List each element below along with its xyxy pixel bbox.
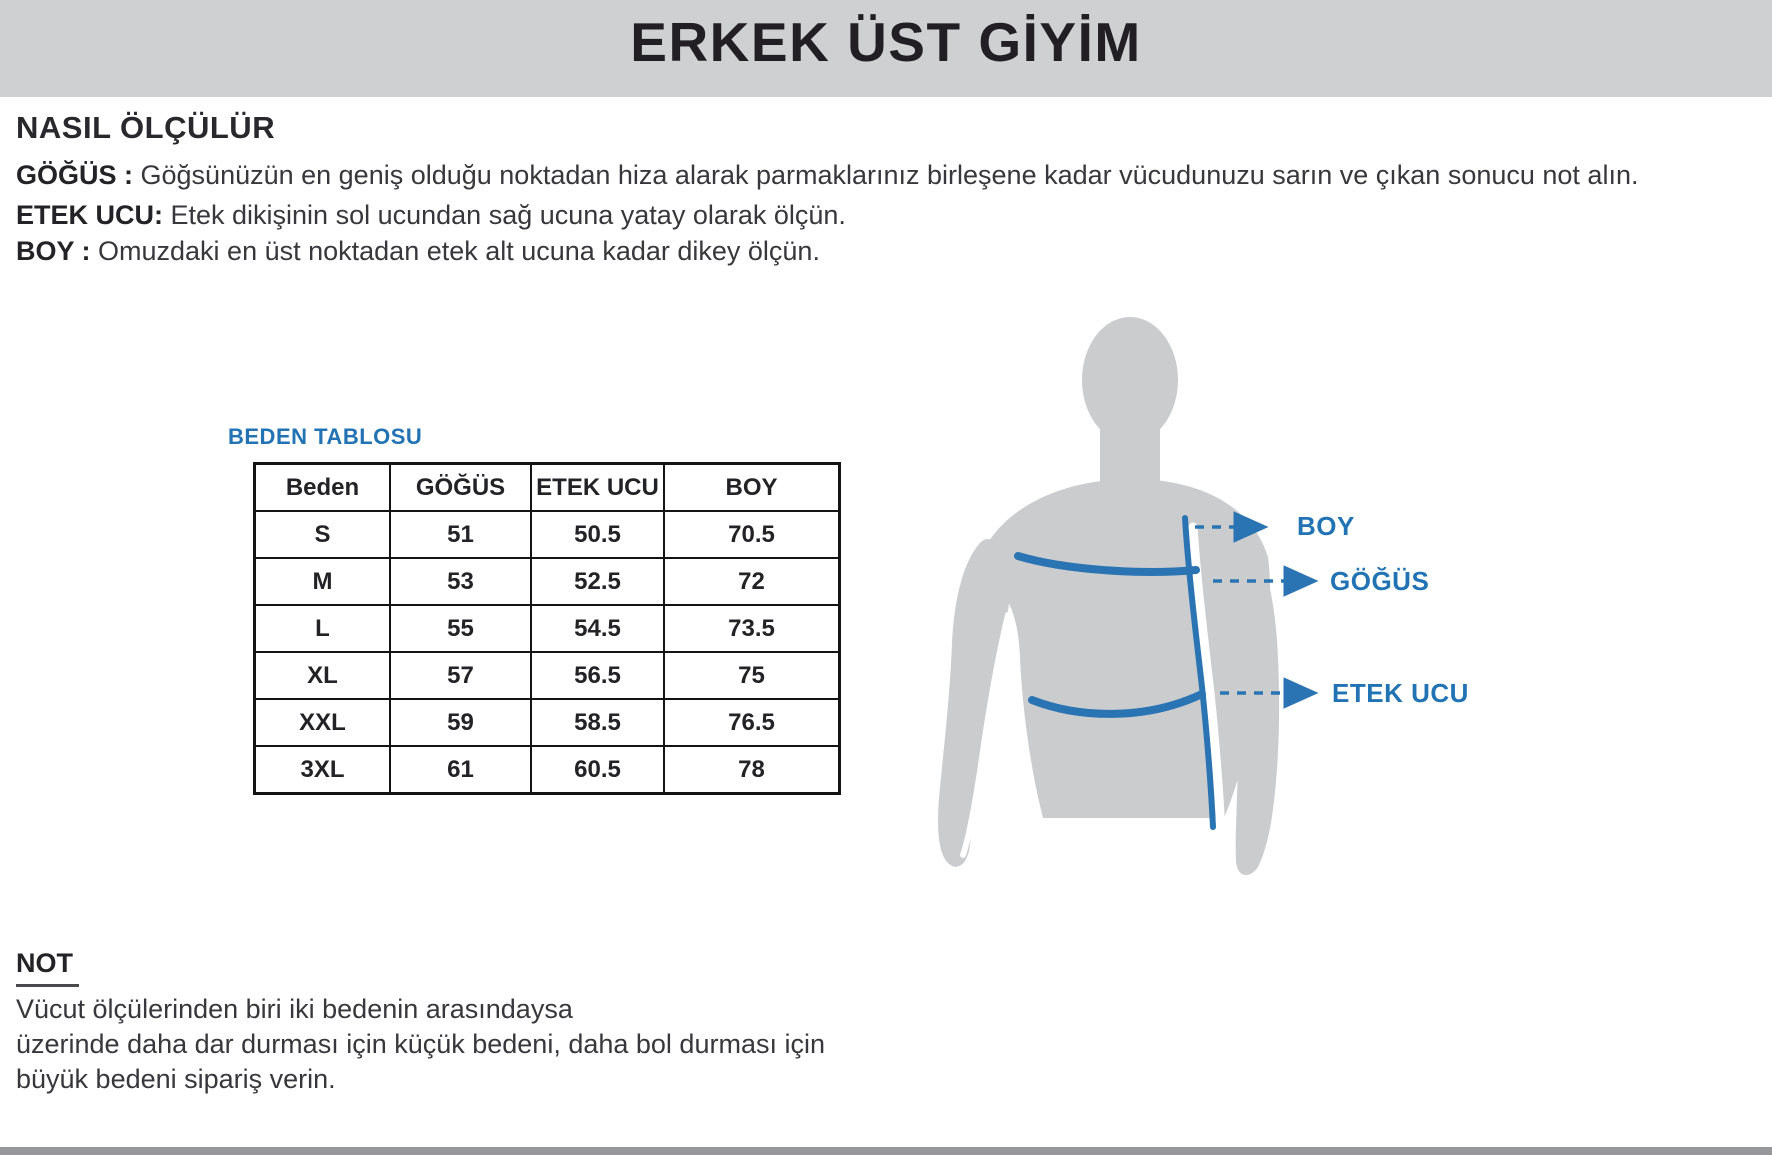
cell-boy: 75 — [663, 651, 841, 700]
measure-instruction-gogus-text: Göğsünüzün en geniş olduğu noktadan hiza… — [133, 160, 1639, 190]
table-row: XL 57 56.5 75 — [253, 651, 841, 700]
note-line: Vücut ölçülerinden biri iki bedenin aras… — [16, 994, 573, 1024]
silhouette-shapes — [938, 317, 1280, 876]
measure-instruction-gogus: GÖĞÜS : Göğsünüzün en geniş olduğu nokta… — [16, 160, 1638, 191]
measure-instruction-boy-label: BOY : — [16, 236, 91, 266]
size-table: Beden GÖĞÜS ETEK UCU BOY S 51 50.5 70.5 … — [253, 462, 841, 795]
cell-gogus: 59 — [389, 698, 532, 747]
cell-gogus: 51 — [389, 510, 532, 559]
cell-size: L — [253, 604, 391, 653]
cell-size: XXL — [253, 698, 391, 747]
boy-line — [1182, 515, 1216, 830]
cell-gogus: 61 — [389, 745, 532, 795]
cell-boy: 78 — [663, 745, 841, 795]
table-row: S 51 50.5 70.5 — [253, 510, 841, 559]
size-table-header-row: Beden GÖĞÜS ETEK UCU BOY — [253, 462, 841, 512]
cell-etek-ucu: 58.5 — [530, 698, 665, 747]
cell-etek-ucu: 50.5 — [530, 510, 665, 559]
footer-bar — [0, 1147, 1772, 1155]
cell-size: XL — [253, 651, 391, 700]
measure-instruction-boy: BOY : Omuzdaki en üst noktadan etek alt … — [16, 236, 820, 267]
measure-instruction-etek-ucu-label: ETEK UCU: — [16, 200, 163, 230]
measure-instruction-boy-text: Omuzdaki en üst noktadan etek alt ucuna … — [90, 236, 820, 266]
size-table-caption: BEDEN TABLOSU — [228, 424, 423, 449]
cell-etek-ucu: 54.5 — [530, 604, 665, 653]
size-table-header-etek-ucu: ETEK UCU — [530, 462, 665, 512]
size-table-header-boy: BOY — [663, 462, 841, 512]
how-to-measure-heading: NASIL ÖLÇÜLÜR — [16, 110, 276, 145]
cell-etek-ucu: 60.5 — [530, 745, 665, 795]
diagram-label-gogus: GÖĞÜS — [1330, 566, 1430, 596]
cell-gogus: 53 — [389, 557, 532, 606]
page-title: ERKEK ÜST GİYİM — [630, 10, 1142, 73]
table-row: XXL 59 58.5 76.5 — [253, 698, 841, 747]
cell-boy: 73.5 — [663, 604, 841, 653]
measurement-lines — [1014, 515, 1216, 830]
table-row: 3XL 61 60.5 78 — [253, 745, 841, 795]
cell-etek-ucu: 56.5 — [530, 651, 665, 700]
cell-boy: 72 — [663, 557, 841, 606]
etek-ucu-line — [1028, 690, 1206, 718]
cell-size: M — [253, 557, 391, 606]
note-line: üzerinde daha dar durması için küçük bed… — [16, 1029, 825, 1059]
diagram-label-etek-ucu: ETEK UCU — [1332, 678, 1469, 708]
measure-instruction-gogus-label: GÖĞÜS : — [16, 160, 134, 190]
cell-gogus: 55 — [389, 604, 532, 653]
table-row: M 53 52.5 72 — [253, 557, 841, 606]
note-line: büyük bedeni sipariş verin. — [16, 1064, 336, 1094]
cell-size: S — [253, 510, 391, 559]
gogus-line — [1014, 552, 1200, 576]
body-silhouette — [938, 317, 1319, 876]
header-bar: ERKEK ÜST GİYİM — [0, 0, 1772, 97]
cell-gogus: 57 — [389, 651, 532, 700]
size-table-header-beden: Beden — [253, 462, 391, 512]
measure-instruction-etek-ucu: ETEK UCU: Etek dikişinin sol ucundan sağ… — [16, 200, 846, 231]
measure-instruction-etek-ucu-text: Etek dikişinin sol ucundan sağ ucuna yat… — [163, 200, 846, 230]
table-row: L 55 54.5 73.5 — [253, 604, 841, 653]
pointer-arrows — [1195, 511, 1319, 709]
size-table-header-gogus: GÖĞÜS — [389, 462, 532, 512]
cell-boy: 70.5 — [663, 510, 841, 559]
note-heading: NOT — [16, 948, 79, 987]
cell-size: 3XL — [253, 745, 391, 795]
cell-etek-ucu: 52.5 — [530, 557, 665, 606]
cell-boy: 76.5 — [663, 698, 841, 747]
diagram-label-boy: BOY — [1297, 511, 1355, 541]
